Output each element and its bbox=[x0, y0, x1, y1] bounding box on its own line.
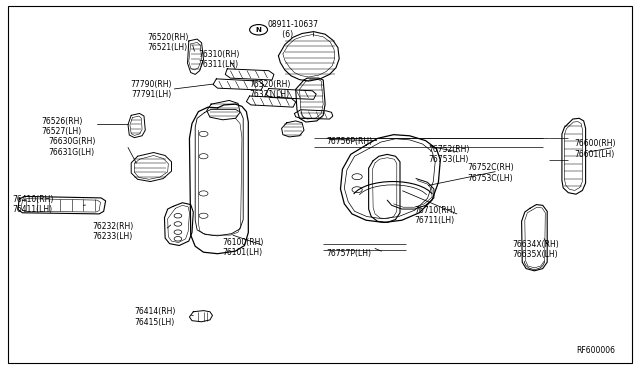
Text: 76630G(RH)
76631G(LH): 76630G(RH) 76631G(LH) bbox=[48, 137, 95, 157]
Text: 76634X(RH)
76635X(LH): 76634X(RH) 76635X(LH) bbox=[512, 240, 559, 259]
Text: 76752(RH)
76753(LH): 76752(RH) 76753(LH) bbox=[429, 145, 470, 164]
Text: 77790(RH)
77791(LH): 77790(RH) 77791(LH) bbox=[130, 80, 172, 99]
Text: RF600006: RF600006 bbox=[577, 346, 616, 355]
Text: 76310(RH)
76311(LH): 76310(RH) 76311(LH) bbox=[198, 50, 240, 69]
Text: 76757P(LH): 76757P(LH) bbox=[326, 249, 371, 258]
Text: 76100(RH)
76101(LH): 76100(RH) 76101(LH) bbox=[223, 238, 264, 257]
Text: 76232(RH)
76233(LH): 76232(RH) 76233(LH) bbox=[93, 222, 134, 241]
Text: 76756P(RH): 76756P(RH) bbox=[326, 137, 372, 146]
Text: N: N bbox=[255, 27, 262, 33]
Text: 76414(RH)
76415(LH): 76414(RH) 76415(LH) bbox=[134, 307, 176, 327]
Text: 76600(RH)
76601(LH): 76600(RH) 76601(LH) bbox=[575, 139, 616, 158]
Text: 76752C(RH)
76753C(LH): 76752C(RH) 76753C(LH) bbox=[467, 163, 514, 183]
Text: 76410(RH)
76411(LH): 76410(RH) 76411(LH) bbox=[13, 195, 54, 214]
Text: 08911-10637
      (6): 08911-10637 (6) bbox=[268, 20, 319, 39]
Text: 76320(RH)
76321(LH): 76320(RH) 76321(LH) bbox=[250, 80, 291, 99]
Text: 76520(RH)
76521(LH): 76520(RH) 76521(LH) bbox=[147, 33, 189, 52]
Text: 76526(RH)
76527(LH): 76526(RH) 76527(LH) bbox=[42, 117, 83, 136]
Text: 76710(RH)
76711(LH): 76710(RH) 76711(LH) bbox=[415, 206, 456, 225]
